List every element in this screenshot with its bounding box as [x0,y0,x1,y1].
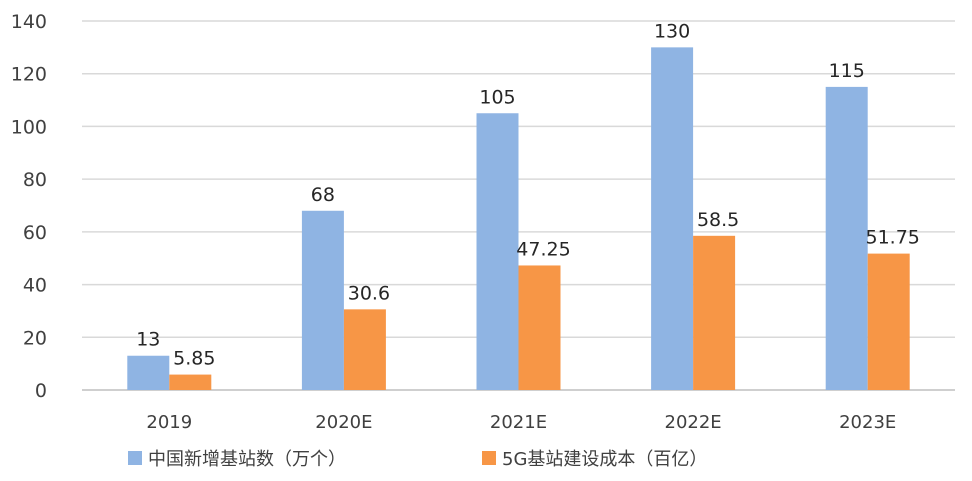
x-tick-label: 2022E [665,412,722,433]
bar [169,374,212,390]
y-tick-label: 140 [11,11,47,33]
bar [651,47,694,390]
x-tick-label: 2020E [315,412,372,433]
y-tick-label: 60 [23,222,47,244]
x-tick-label: 2019 [146,412,192,433]
data-label: 5.85 [173,348,215,370]
x-tick-label: 2021E [490,412,547,433]
bar [867,253,910,390]
legend-swatch [128,451,142,465]
y-tick-label: 80 [23,169,47,191]
data-labels: 13 5.85 68 30.6 105 47.25 130 58.5 115 51.75 [136,20,920,369]
data-label: 58.5 [697,209,739,231]
axes: 0 20 40 60 80 100 120 140 2019 2020E 2021E 2022E 202… [11,11,955,433]
legend: 中国新增基站数（万个） 5G基站建设成本（百亿） [128,449,707,470]
y-tick-label: 120 [11,64,47,86]
data-label: 105 [479,86,515,108]
bar [476,113,519,390]
legend-swatch [482,451,496,465]
bar [825,86,868,391]
y-tick-label: 40 [23,275,47,297]
data-label: 51.75 [865,227,919,249]
data-label: 47.25 [516,238,570,260]
data-label: 115 [829,60,865,82]
bars [127,47,910,391]
y-tick-label: 20 [23,327,47,349]
x-tick-label: 2023E [839,412,896,433]
data-label: 68 [311,184,335,206]
data-label: 13 [136,329,160,351]
bar [343,309,386,390]
y-tick-label: 100 [11,116,47,138]
data-label: 130 [654,20,690,42]
bar [301,210,344,390]
data-label: 30.6 [348,282,390,304]
bar [518,265,561,390]
bar [693,235,736,390]
y-tick-label: 0 [35,380,47,402]
legend-label: 中国新增基站数（万个） [148,449,346,470]
legend-label: 5G基站建设成本（百亿） [502,449,707,470]
bar [127,355,170,390]
